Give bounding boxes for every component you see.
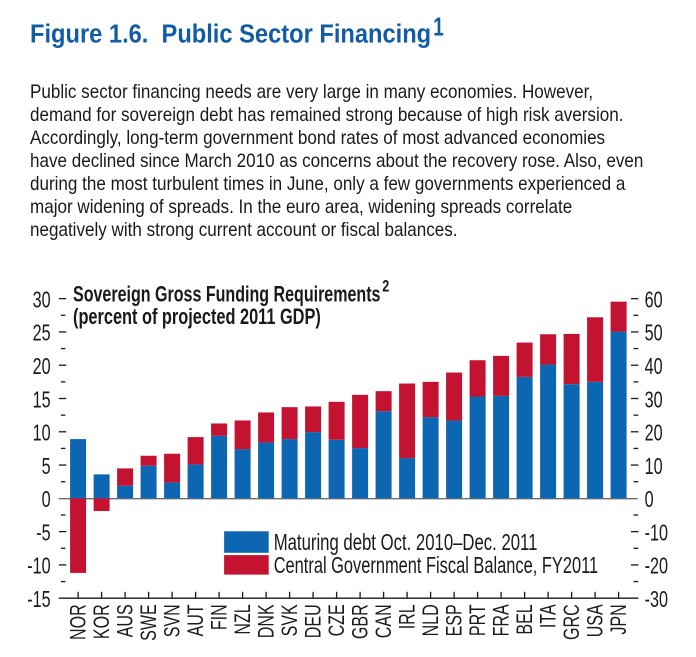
svg-text:during the most turbulent time: during the most turbulent times in June,… xyxy=(30,172,626,194)
svg-text:AUS: AUS xyxy=(113,604,138,637)
svg-text:FRA: FRA xyxy=(489,604,514,636)
svg-text:10: 10 xyxy=(645,454,663,479)
svg-text:Central Government Fiscal Bala: Central Government Fiscal Balance, FY201… xyxy=(274,554,598,579)
svg-text:SVK: SVK xyxy=(277,604,302,636)
svg-text:IRL: IRL xyxy=(395,604,420,629)
svg-text:NLD: NLD xyxy=(418,604,443,636)
svg-text:ESP: ESP xyxy=(442,604,467,636)
svg-text:DNK: DNK xyxy=(254,604,279,638)
svg-text:-20: -20 xyxy=(645,554,668,579)
svg-text:DEU: DEU xyxy=(301,604,326,638)
svg-text:40: 40 xyxy=(645,354,663,379)
svg-text:25: 25 xyxy=(33,321,51,346)
svg-text:demand for sovereign debt has: demand for sovereign debt has remained s… xyxy=(30,103,623,125)
svg-text:major widening of spreads. In: major widening of spreads. In the euro a… xyxy=(30,195,572,217)
svg-text:-15: -15 xyxy=(27,587,50,612)
svg-text:Figure 1.6. Public Sector Fin: Figure 1.6. Public Sector Financing xyxy=(30,20,431,49)
svg-text:Public sector financing needs: Public sector financing needs are very l… xyxy=(30,80,593,102)
svg-text:0: 0 xyxy=(42,488,51,513)
svg-text:SWE: SWE xyxy=(136,604,161,641)
svg-text:0: 0 xyxy=(645,488,654,513)
svg-text:Sovereign Gross Funding Requir: Sovereign Gross Funding Requirements xyxy=(73,283,380,307)
svg-text:50: 50 xyxy=(645,321,663,346)
svg-text:60: 60 xyxy=(645,288,663,313)
svg-text:Accordingly, long-term governm: Accordingly, long-term government bond r… xyxy=(30,126,605,148)
svg-text:GRC: GRC xyxy=(559,604,584,640)
svg-text:ITA: ITA xyxy=(536,604,561,628)
svg-text:1: 1 xyxy=(433,11,444,41)
svg-text:30: 30 xyxy=(33,288,51,313)
svg-text:-10: -10 xyxy=(645,521,668,546)
svg-text:2: 2 xyxy=(382,277,389,296)
svg-text:KOR: KOR xyxy=(89,604,114,639)
svg-text:PRT: PRT xyxy=(465,604,490,636)
svg-text:have declined since March 2010: have declined since March 2010 as concer… xyxy=(30,149,643,171)
svg-text:-5: -5 xyxy=(36,521,50,546)
svg-text:BEL: BEL xyxy=(512,604,537,634)
svg-text:GBR: GBR xyxy=(348,604,373,639)
svg-text:NOR: NOR xyxy=(66,604,91,640)
svg-text:FIN: FIN xyxy=(207,604,232,630)
svg-text:NZL: NZL xyxy=(230,604,255,634)
svg-text:CZE: CZE xyxy=(324,604,349,636)
svg-text:20: 20 xyxy=(645,421,663,446)
svg-text:5: 5 xyxy=(42,454,51,479)
svg-text:negatively with strong current: negatively with strong current account o… xyxy=(30,218,458,240)
svg-text:15: 15 xyxy=(33,388,51,413)
svg-text:30: 30 xyxy=(645,388,663,413)
svg-text:(percent of projected 2011 GDP: (percent of projected 2011 GDP) xyxy=(73,306,321,330)
svg-text:JPN: JPN xyxy=(606,604,631,634)
svg-text:USA: USA xyxy=(583,604,608,637)
svg-text:-10: -10 xyxy=(27,554,50,579)
svg-text:20: 20 xyxy=(33,354,51,379)
svg-text:CAN: CAN xyxy=(371,604,396,638)
svg-text:-30: -30 xyxy=(645,587,668,612)
svg-text:AUT: AUT xyxy=(183,604,208,636)
svg-text:Maturing debt Oct. 2010–Dec. 2: Maturing debt Oct. 2010–Dec. 2011 xyxy=(274,530,538,555)
svg-text:SVN: SVN xyxy=(160,604,185,637)
svg-text:10: 10 xyxy=(33,421,51,446)
